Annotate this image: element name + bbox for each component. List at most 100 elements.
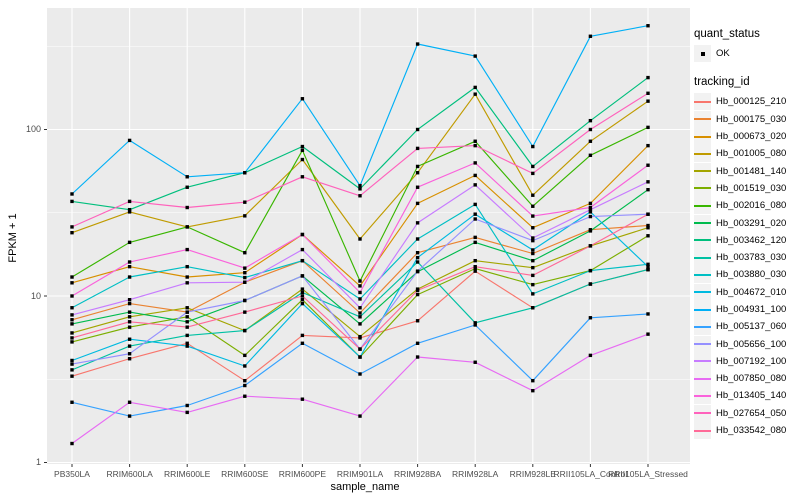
data-point xyxy=(185,185,189,189)
data-point xyxy=(300,287,305,291)
x-tick-label: RRII105LA_Stressed xyxy=(608,469,688,479)
data-point xyxy=(185,306,189,310)
data-point xyxy=(473,54,477,58)
legend-key-line-icon xyxy=(694,387,711,405)
data-point xyxy=(473,323,477,327)
data-point xyxy=(473,269,477,273)
data-point xyxy=(185,333,189,338)
data-point xyxy=(70,441,74,446)
data-point xyxy=(358,414,362,418)
y-axis-title: FPKM + 1 xyxy=(7,213,19,263)
data-point xyxy=(127,357,132,361)
data-point xyxy=(185,310,189,314)
data-point xyxy=(646,91,650,95)
data-point xyxy=(243,310,247,314)
data-point xyxy=(70,336,74,340)
legend-key-line-icon xyxy=(694,93,711,111)
data-point xyxy=(646,212,650,216)
legend-key-line-icon xyxy=(694,179,711,197)
data-point xyxy=(300,290,305,295)
legend-item-Hb_003462_120: Hb_003462_120 xyxy=(694,231,800,249)
data-point xyxy=(185,325,189,329)
data-point xyxy=(531,306,535,310)
x-tick-label: RRIM928BA xyxy=(393,469,442,479)
legend-key-line-icon xyxy=(694,110,711,128)
data-point xyxy=(531,144,535,149)
legend-key-line-icon xyxy=(694,335,711,353)
data-point xyxy=(415,146,420,151)
data-point xyxy=(300,274,305,278)
legend-item-label: Hb_013405_140 xyxy=(716,390,787,402)
data-point xyxy=(473,266,477,271)
data-point xyxy=(300,175,305,179)
legend-item-Hb_033542_080: Hb_033542_080 xyxy=(694,422,800,440)
legend-item-Hb_001481_140: Hb_001481_140 xyxy=(694,162,800,180)
plot-panel xyxy=(47,8,690,464)
data-point xyxy=(646,312,650,316)
data-point xyxy=(300,298,305,302)
data-point xyxy=(531,236,535,240)
data-point xyxy=(358,347,362,351)
data-point xyxy=(473,212,477,216)
data-point xyxy=(646,187,650,192)
data-point xyxy=(358,187,362,191)
legend-item-Hb_007850_080: Hb_007850_080 xyxy=(694,370,800,388)
data-point xyxy=(300,157,305,162)
legend: quant_status OK tracking_id Hb_000125_21… xyxy=(694,28,800,453)
data-point xyxy=(243,171,247,175)
data-point xyxy=(531,388,535,393)
data-point xyxy=(588,214,593,219)
legend-key-point-icon xyxy=(694,45,711,63)
data-point xyxy=(646,24,650,28)
x-tick-label: RRIM600SE xyxy=(221,469,269,479)
data-point xyxy=(300,294,305,298)
data-point xyxy=(588,244,593,248)
data-point xyxy=(415,237,420,241)
data-point xyxy=(531,238,535,243)
y-tick-label: 10 xyxy=(30,290,41,301)
data-point xyxy=(646,332,650,336)
data-point xyxy=(243,353,247,358)
data-point xyxy=(243,271,247,275)
legend-item-label: Hb_001481_140 xyxy=(716,165,787,177)
legend-item-label: OK xyxy=(716,48,730,60)
x-tick-label: RRIM600LA xyxy=(106,469,153,479)
data-point xyxy=(243,328,247,333)
data-point xyxy=(70,281,74,285)
data-point xyxy=(300,232,305,237)
data-point xyxy=(127,210,132,214)
data-point xyxy=(70,294,74,298)
x-tick-label: RRIM901LA xyxy=(336,469,384,479)
data-point xyxy=(473,240,477,245)
data-point xyxy=(127,260,132,264)
data-point xyxy=(588,201,593,206)
legend-key-line-icon xyxy=(694,352,711,370)
data-point xyxy=(185,225,189,229)
data-point xyxy=(646,143,650,148)
legend-title-tracking-id: tracking_id xyxy=(694,76,750,89)
legend-item-Hb_004931_100: Hb_004931_100 xyxy=(694,301,800,318)
data-point xyxy=(588,207,593,212)
legend-item-label: Hb_004931_100 xyxy=(716,304,787,315)
legend-item-label: Hb_000125_210 xyxy=(716,96,787,108)
data-point xyxy=(531,378,535,383)
data-point xyxy=(358,297,362,301)
legend-item-label: Hb_005137_060 xyxy=(716,321,787,333)
data-point xyxy=(70,374,74,378)
data-point xyxy=(70,322,74,326)
data-point xyxy=(127,301,132,306)
y-tick-label: 100 xyxy=(25,124,41,134)
data-point xyxy=(415,42,420,46)
data-point xyxy=(473,143,477,148)
legend-item-label: Hb_003462_120 xyxy=(716,234,787,246)
data-point xyxy=(415,250,420,255)
data-point xyxy=(127,414,132,418)
data-point xyxy=(300,148,305,153)
data-point xyxy=(473,360,477,364)
data-point xyxy=(415,319,420,323)
data-point xyxy=(473,258,477,263)
data-point xyxy=(473,217,477,221)
data-point xyxy=(358,334,362,339)
data-point xyxy=(70,358,74,363)
data-point xyxy=(473,264,477,269)
